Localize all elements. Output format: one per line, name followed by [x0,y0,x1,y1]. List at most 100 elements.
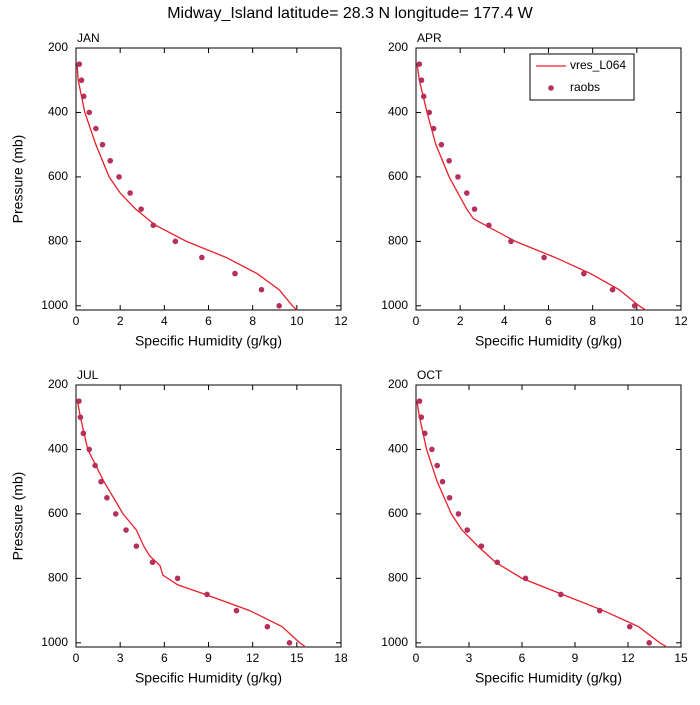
x-tick-label: 12 [674,314,688,328]
obs-point [455,511,462,517]
y-tick-label: 600 [388,169,408,183]
panel-label: JUL [77,368,99,382]
y-tick-label: 800 [388,234,408,248]
y-tick-label: 800 [48,571,68,585]
x-tick-label: 0 [73,651,80,665]
y-tick-label: 600 [48,506,68,520]
obs-point [204,591,210,598]
x-tick-label: 2 [117,314,124,328]
y-tick-label: 600 [48,169,68,183]
x-tick-label: 0 [73,314,80,328]
obs-point [416,61,423,67]
x-tick-label: 10 [630,314,644,328]
obs-point [631,303,638,309]
profile-line [76,400,307,648]
panel-label: OCT [417,368,443,382]
x-tick-label: 2 [457,314,464,328]
obs-point [646,640,652,646]
x-tick-label: 12 [621,651,635,665]
obs-point [522,575,529,582]
x-tick-label: 4 [161,314,168,328]
obs-point [455,174,461,180]
obs-point [596,607,603,614]
x-tick-label: 6 [161,651,168,665]
obs-point [138,206,144,212]
x-tick-label: 0 [413,314,420,328]
obs-point [172,238,179,245]
obs-point [446,494,453,501]
obs-point [76,61,83,67]
obs-point [199,254,205,261]
y-tick-label: 400 [48,442,68,456]
profile-line [416,401,668,648]
x-tick-label: 9 [205,651,212,665]
obs-point [429,446,435,453]
y-tick-label: 800 [388,571,408,585]
obs-point [626,623,633,630]
obs-point [127,190,133,196]
y-axis-label: Pressure (mb) [10,472,26,561]
obs-point [434,462,441,469]
obs-point [438,141,445,148]
obs-point [286,640,293,646]
obs-point [150,222,157,229]
legend-marker [548,85,554,91]
obs-point [464,527,471,533]
obs-point [439,478,446,485]
obs-point [233,607,240,614]
obs-point [581,270,587,277]
legend-box [529,53,635,101]
obs-point [463,190,470,196]
obs-point [478,543,485,549]
obs-point [418,77,425,84]
x-tick-label: 6 [545,314,552,328]
obs-point [471,206,478,212]
panel-label: JAN [77,31,100,45]
x-tick-label: 6 [205,314,212,328]
x-tick-label: 3 [117,651,124,665]
obs-point [98,478,104,485]
y-tick-label: 400 [48,105,68,119]
obs-point [232,270,238,277]
x-tick-label: 6 [519,651,526,665]
x-axis-label: Specific Humidity (g/kg) [475,333,622,349]
obs-point [112,511,119,517]
obs-point [494,559,501,566]
obs-point [558,591,564,598]
y-tick-label: 800 [48,234,68,248]
plot-frame [75,47,342,311]
y-tick-label: 200 [388,377,408,391]
obs-point [430,125,437,132]
x-tick-label: 8 [249,314,256,328]
x-tick-label: 10 [290,314,304,328]
obs-point [149,559,156,566]
panel-label: APR [417,31,442,45]
y-tick-label: 400 [388,442,408,456]
obs-point [174,575,181,582]
obs-point [508,238,514,245]
obs-point [420,93,427,100]
x-tick-label: 15 [674,651,688,665]
y-tick-label: 1000 [381,635,408,649]
obs-point [133,543,140,549]
obs-point [123,527,129,533]
x-tick-label: 15 [290,651,304,665]
x-tick-label: 8 [589,314,596,328]
x-tick-label: 4 [501,314,508,328]
y-tick-label: 200 [48,40,68,54]
obs-point [80,430,87,437]
x-tick-label: 12 [246,651,260,665]
y-axis-label: Pressure (mb) [10,135,26,224]
obs-point [78,77,85,84]
x-tick-label: 12 [334,314,348,328]
profile-line [416,64,647,311]
obs-point [80,93,87,100]
y-tick-label: 400 [388,105,408,119]
x-tick-label: 3 [466,651,473,665]
obs-point [92,462,98,469]
x-axis-label: Specific Humidity (g/kg) [475,670,622,686]
obs-point [104,494,110,501]
obs-point [609,286,616,293]
x-tick-label: 18 [334,651,348,665]
